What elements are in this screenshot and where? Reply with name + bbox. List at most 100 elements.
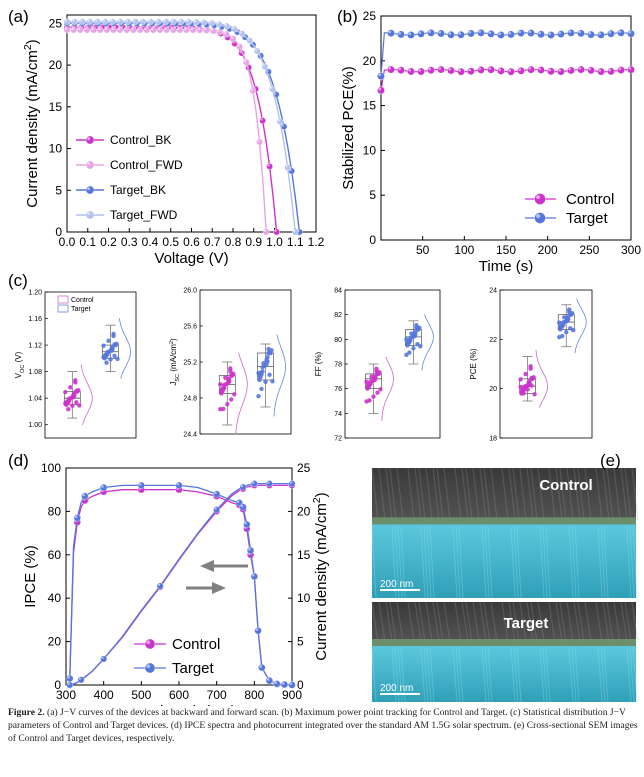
density-c3 — [381, 356, 394, 421]
sem-crystal-control — [545, 526, 551, 599]
y-tick-label-c3: 78 — [334, 362, 342, 369]
sem-crystal-target — [452, 647, 458, 703]
jv-point-Control_FWD — [96, 26, 104, 34]
jv-line-Control_FWD — [67, 29, 267, 233]
jv-point-Control_FWD-highlight — [151, 27, 154, 31]
jv-point-Target_FWD-highlight — [163, 19, 167, 22]
jv-point-Target_FWD — [291, 228, 299, 236]
scatter-point-c1 — [112, 342, 117, 347]
jv-point-Control_FWD-highlight — [244, 60, 247, 63]
y-tick-label-b: 15 — [363, 99, 377, 113]
jv-point-Target_FWD — [63, 18, 71, 26]
scatter-point-c3 — [371, 394, 376, 399]
ipce-point-Target — [280, 680, 289, 689]
sem-crystal-control — [513, 526, 519, 599]
ipce-point-Target-highlight — [74, 515, 78, 519]
scatter-point-c4 — [529, 383, 534, 388]
mpp-point-Target-highlight — [478, 30, 482, 33]
sem-grain-target — [624, 601, 632, 643]
scatter-point-c2 — [225, 402, 230, 407]
jsc-point-Target-highlight — [289, 481, 293, 484]
jv-point-Target_FWD — [208, 19, 215, 27]
mpp-point-Control — [497, 67, 505, 75]
sem-grain-control — [436, 467, 444, 521]
mpp-point-Control-highlight — [388, 66, 392, 70]
mpp-point-Control-highlight — [478, 67, 482, 71]
sem-grain-target — [530, 601, 538, 643]
mpp-start-Control-highlight — [378, 87, 382, 91]
legend-label-a: Control_BK — [110, 133, 171, 147]
jv-point-Control_FWD — [242, 58, 250, 66]
mpp-point-Target-highlight — [618, 30, 622, 33]
sem-crystal-control — [426, 526, 432, 599]
sem-image-control: Control 200 nm — [371, 467, 639, 599]
scatter-point-c3 — [407, 350, 412, 355]
sem-grain-target — [577, 601, 585, 643]
jv-point-Target_FWD — [276, 118, 284, 125]
x-tick-label-a: 1.1 — [287, 235, 304, 249]
sem-grain-control — [396, 467, 404, 521]
x-tick-label-d: 500 — [131, 688, 151, 702]
scatter-point-c2 — [229, 397, 234, 402]
legend-marker-d — [144, 662, 156, 674]
mpp-point-Target-highlight — [598, 32, 602, 35]
sem-grain-control — [526, 467, 534, 521]
density-c1 — [118, 318, 131, 379]
ipce-point-Target-highlight — [236, 500, 240, 503]
y2-tick-label-d: 25 — [297, 461, 311, 475]
mpp-point-Control — [527, 65, 535, 74]
sem-grain-control — [490, 467, 498, 521]
sem-grain-target — [414, 601, 422, 643]
mpp-point-Target-highlight — [458, 32, 462, 35]
x-tick-label-a: 0.3 — [121, 235, 138, 249]
jv-point-Control_FWD-highlight — [117, 27, 121, 31]
mpp-point-Control — [537, 66, 545, 74]
scatter-point-c1 — [63, 389, 68, 395]
mpp-point-Target-highlight — [578, 30, 582, 34]
scatter-point-c4 — [521, 391, 526, 396]
jv-point-Control_BK — [259, 117, 267, 125]
scatter-point-c4 — [560, 333, 565, 339]
sem-grain-control — [483, 467, 491, 521]
scatter-point-c2 — [267, 349, 272, 354]
sem-grain-target — [566, 601, 574, 643]
jv-point-Control_FWD — [110, 26, 117, 34]
mpp-point-Target — [527, 29, 535, 37]
mpp-point-Control — [547, 67, 555, 76]
sem-crystal-control — [539, 526, 545, 599]
sem-crystal-control — [487, 526, 493, 599]
mpp-point-Control — [387, 65, 395, 74]
scatter-point-c3 — [411, 346, 416, 351]
mpp-point-Target-highlight — [408, 32, 412, 36]
sem-crystal-control — [484, 526, 490, 599]
y-tick-label-c3: 72 — [334, 436, 342, 443]
jv-point-Target_FWD-highlight — [178, 19, 182, 22]
ipce-point-Target-highlight — [82, 493, 85, 497]
jv-point-Control_FWD — [129, 26, 137, 34]
sem-grain-control — [472, 467, 480, 521]
scatter-point-c3 — [378, 387, 383, 392]
sem-grain-control — [512, 467, 520, 521]
mpp-point-Target — [577, 29, 585, 38]
sem-crystal-target — [487, 647, 493, 703]
x-tick-label-d: 400 — [94, 688, 114, 702]
mpp-point-Control-highlight — [508, 69, 512, 72]
y-tick-label-c4: 22 — [489, 337, 497, 344]
jv-point-Target_FWD-highlight — [292, 229, 296, 233]
sem-crystal-target — [455, 647, 461, 703]
scatter-point-c1 — [73, 378, 78, 383]
scatter-point-c2 — [220, 386, 225, 391]
y-tick-label-d: 0 — [54, 678, 61, 692]
mpp-point-Control-highlight — [398, 67, 402, 71]
y-tick-label-c3: 84 — [334, 288, 342, 295]
jv-point-Target_FWD-highlight — [95, 19, 98, 22]
jv-point-Target_FWD — [71, 18, 79, 26]
scatter-point-c2 — [267, 372, 272, 378]
mpp-point-Control-highlight — [488, 67, 492, 70]
sem-crystal-target — [423, 647, 429, 703]
sem-crystal-target — [571, 647, 577, 703]
ipce-point-Target — [66, 674, 74, 683]
y-tick-label-a: 20 — [49, 58, 63, 72]
mpp-point-Target-highlight — [528, 30, 532, 34]
jv-point-Target_FWD — [170, 18, 177, 26]
